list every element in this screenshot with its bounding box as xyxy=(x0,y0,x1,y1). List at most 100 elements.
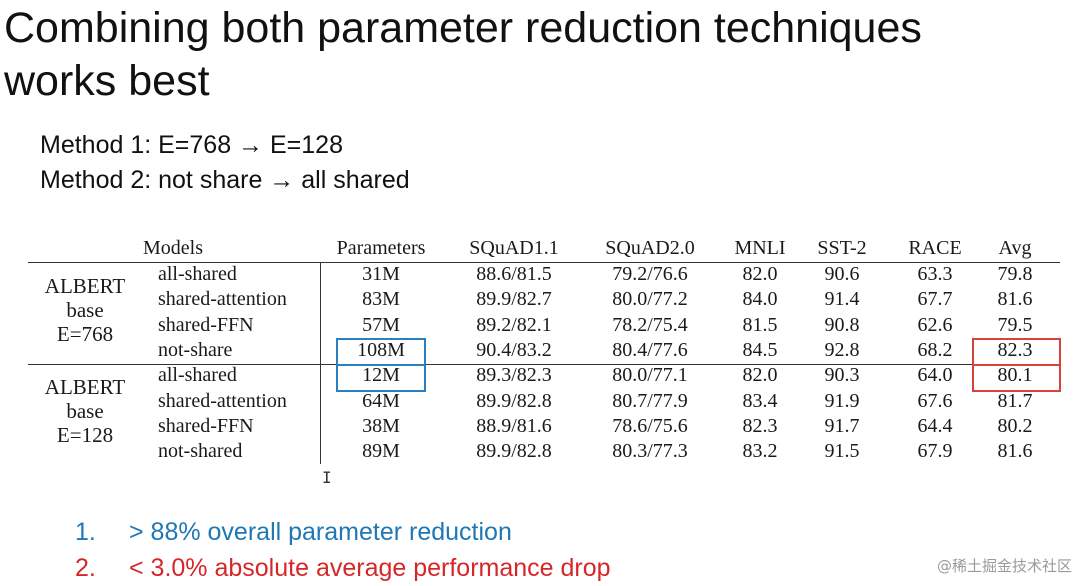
table-cell: 89M xyxy=(362,440,400,463)
table-cell: 89.3/82.3 xyxy=(476,364,552,387)
title-line-1: Combining both parameter reduction techn… xyxy=(4,4,922,52)
group-label-line: ALBERT xyxy=(44,274,126,298)
table-cell: 81.7 xyxy=(997,389,1033,412)
header-models: Models xyxy=(143,237,203,259)
table-cell: 90.3 xyxy=(824,364,860,387)
header-squad1-1: SQuAD1.1 xyxy=(469,237,559,259)
table-cell: 80.3/77.3 xyxy=(612,440,688,463)
table-cell: 80.4/77.6 xyxy=(612,338,688,361)
header-sst-2: SST-2 xyxy=(817,237,867,259)
table-cell: 38M xyxy=(362,414,400,437)
header-race: RACE xyxy=(908,237,962,259)
table-column-divider xyxy=(320,262,321,464)
group-label-line: base xyxy=(66,399,104,424)
table-cell: 80.0/77.1 xyxy=(612,364,688,387)
bullet-number: 2. xyxy=(75,554,96,582)
method-2-text: Method 2: not share → all shared xyxy=(40,166,410,194)
table-cell: 12M xyxy=(362,364,400,387)
table-cell: 92.8 xyxy=(824,338,860,361)
model-variant-name: all-shared xyxy=(158,364,237,387)
model-variant-name: not-share xyxy=(158,338,233,361)
table-cell: 84.5 xyxy=(742,338,778,361)
header-mnli: MNLI xyxy=(734,237,786,259)
table-group-divider xyxy=(28,364,1060,365)
table-cell: 108M xyxy=(357,338,405,361)
table-cell: 82.3 xyxy=(742,414,778,437)
table-cell: 67.7 xyxy=(917,288,953,311)
bullet-item: 2. < 3.0% absolute average performance dr… xyxy=(75,550,611,586)
table-cell: 89.9/82.8 xyxy=(476,440,552,463)
table-cell: 81.6 xyxy=(997,440,1033,463)
header-squad2-0: SQuAD2.0 xyxy=(605,237,695,259)
table-cell: 57M xyxy=(362,313,400,336)
table-cell: 84.0 xyxy=(742,288,778,311)
table-cell: 90.8 xyxy=(824,313,860,336)
table-cell: 31M xyxy=(362,263,400,285)
model-variant-name: shared-FFN xyxy=(158,313,254,336)
table-cell: 89.2/82.1 xyxy=(476,313,552,336)
model-variant-name: shared-attention xyxy=(158,389,287,412)
group-label-line: E=768 xyxy=(56,322,114,346)
params-highlight-box-12m xyxy=(336,364,426,392)
table-cell: 80.7/77.9 xyxy=(612,389,688,412)
model-variant-name: shared-FFN xyxy=(158,414,254,437)
model-variant-name: not-shared xyxy=(158,440,243,463)
bullet-number: 1. xyxy=(75,518,96,546)
group-label-line: ALBERT xyxy=(44,375,126,400)
title-line-2: works best xyxy=(4,57,210,105)
table-cell: 62.6 xyxy=(917,313,953,336)
table-cell: 88.9/81.6 xyxy=(476,414,552,437)
table-cell: 83M xyxy=(362,288,400,311)
bullet-list: 1. > 88% overall parameter reduction 2. < 3… xyxy=(75,514,611,586)
table-cell: 89.9/82.8 xyxy=(476,389,552,412)
bullet-item: 1. > 88% overall parameter reduction xyxy=(75,514,611,550)
table-cell: 81.6 xyxy=(997,288,1033,311)
table-cell: 80.2 xyxy=(997,414,1033,437)
table-cell: 82.3 xyxy=(997,338,1033,361)
method-list: Method 1: E=768 → E=128 Method 2: not sh… xyxy=(40,128,410,198)
table-cell: 91.5 xyxy=(824,440,860,463)
group-label-line: E=128 xyxy=(56,423,114,448)
bullet-text: > 88% overall parameter reduction xyxy=(129,518,512,546)
table-cell: 80.0/77.2 xyxy=(612,288,688,311)
table-cell: 63.3 xyxy=(917,263,953,285)
method-1-text: Method 1: E=768 → E=128 xyxy=(40,131,343,159)
table-cell: 79.8 xyxy=(997,263,1033,285)
table-cell: 83.2 xyxy=(742,440,778,463)
bullet-text: < 3.0% absolute average performance drop xyxy=(129,554,611,582)
table-cell: 83.4 xyxy=(742,389,778,412)
table-cell: 91.4 xyxy=(824,288,860,311)
watermark: @稀土掘金技术社区 xyxy=(936,557,1072,575)
table-top-rule xyxy=(28,262,1060,263)
table-cell: 80.1 xyxy=(997,364,1033,387)
table-cell: 91.7 xyxy=(824,414,860,437)
table-cell: 79.5 xyxy=(997,313,1033,336)
table-cell: 82.0 xyxy=(742,364,778,387)
table-cell: 88.6/81.5 xyxy=(476,263,552,285)
header-parameters: Parameters xyxy=(336,237,426,259)
avg-highlight-box-80-1 xyxy=(972,364,1061,392)
table-cell: 78.2/75.4 xyxy=(612,313,688,336)
avg-highlight-box-82-3 xyxy=(972,338,1061,366)
table-cell: 90.4/83.2 xyxy=(476,338,552,361)
table-cell: 64M xyxy=(362,389,400,412)
text-cursor-icon: I xyxy=(322,468,332,487)
params-highlight-box-108m xyxy=(336,338,426,366)
group-label-line: base xyxy=(66,298,104,322)
table-cell: 64.4 xyxy=(917,414,953,437)
header-avg: Avg xyxy=(998,237,1032,259)
table-cell: 91.9 xyxy=(824,389,860,412)
slide-title: Combining both parameter reduction techn… xyxy=(4,2,1080,108)
table-cell: 64.0 xyxy=(917,364,953,387)
model-variant-name: all-shared xyxy=(158,263,237,285)
table-cell: 67.9 xyxy=(917,440,953,463)
table-cell: 67.6 xyxy=(917,389,953,412)
table-cell: 82.0 xyxy=(742,263,778,285)
table-cell: 68.2 xyxy=(917,338,953,361)
table-cell: 79.2/76.6 xyxy=(612,263,688,285)
model-variant-name: shared-attention xyxy=(158,288,287,311)
table-cell: 81.5 xyxy=(742,313,778,336)
table-cell: 89.9/82.7 xyxy=(476,288,552,311)
table-cell: 78.6/75.6 xyxy=(612,414,688,437)
